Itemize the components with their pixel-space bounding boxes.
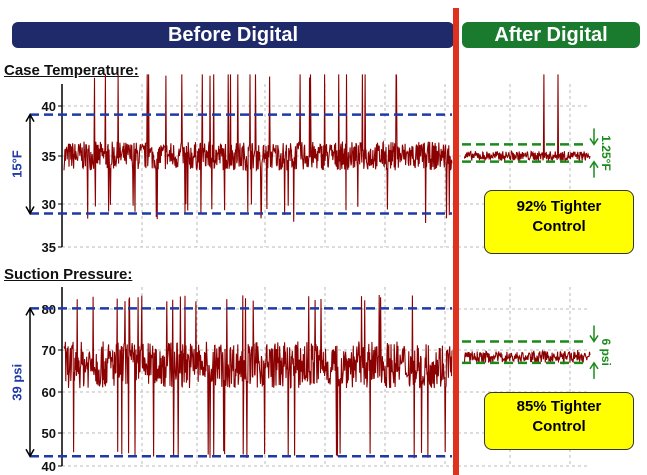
trace-1-before xyxy=(63,294,453,459)
suction-callout-line2: Control xyxy=(532,418,586,435)
ytick-label-1-3: 50 xyxy=(42,426,56,441)
case-temp-callout-line1: 92% Tighter xyxy=(516,198,602,215)
before-band-arrow-top-1 xyxy=(25,306,35,316)
before-band-arrow-bottom-1 xyxy=(25,448,35,458)
before-band-arrow-bottom-0 xyxy=(25,206,35,215)
after-band-label-1: 6 psi xyxy=(599,338,613,365)
before-digital-banner: Before Digital xyxy=(12,22,454,48)
ytick-label-0-3: 35 xyxy=(42,240,56,255)
ytick-label-1-4: 40 xyxy=(42,459,56,474)
ytick-label-0-2: 30 xyxy=(42,197,56,212)
after-band-arrowhead-top-0 xyxy=(589,137,599,146)
after-band-arrowhead-bottom-0 xyxy=(589,160,599,169)
before-band-arrow-top-0 xyxy=(25,113,35,123)
ytick-label-0-0: 40 xyxy=(42,99,56,114)
after-band-label-0: 1.25°F xyxy=(599,135,613,170)
trace-0-before xyxy=(63,74,453,224)
ytick-label-1-2: 60 xyxy=(42,385,56,400)
suction-pressure-title: Suction Pressure: xyxy=(4,266,133,283)
after-band-arrowhead-bottom-1 xyxy=(589,361,599,370)
ytick-label-0-1: 35 xyxy=(42,149,56,164)
case-temp-callout-line2: Control xyxy=(532,218,586,235)
after-digital-banner: After Digital xyxy=(462,22,640,48)
case-temp-callout: 92% Tighter Control xyxy=(484,190,634,254)
trace-0-after xyxy=(463,74,591,163)
after-band-arrowhead-top-1 xyxy=(589,335,599,343)
before-band-label-0: 15°F xyxy=(9,150,24,178)
suction-callout: 85% Tighter Control xyxy=(484,392,634,450)
ytick-label-1-1: 70 xyxy=(42,343,56,358)
trace-1-after xyxy=(463,349,591,365)
suction-callout-line1: 85% Tighter xyxy=(516,398,602,415)
before-band-label-1: 39 psi xyxy=(9,364,24,401)
